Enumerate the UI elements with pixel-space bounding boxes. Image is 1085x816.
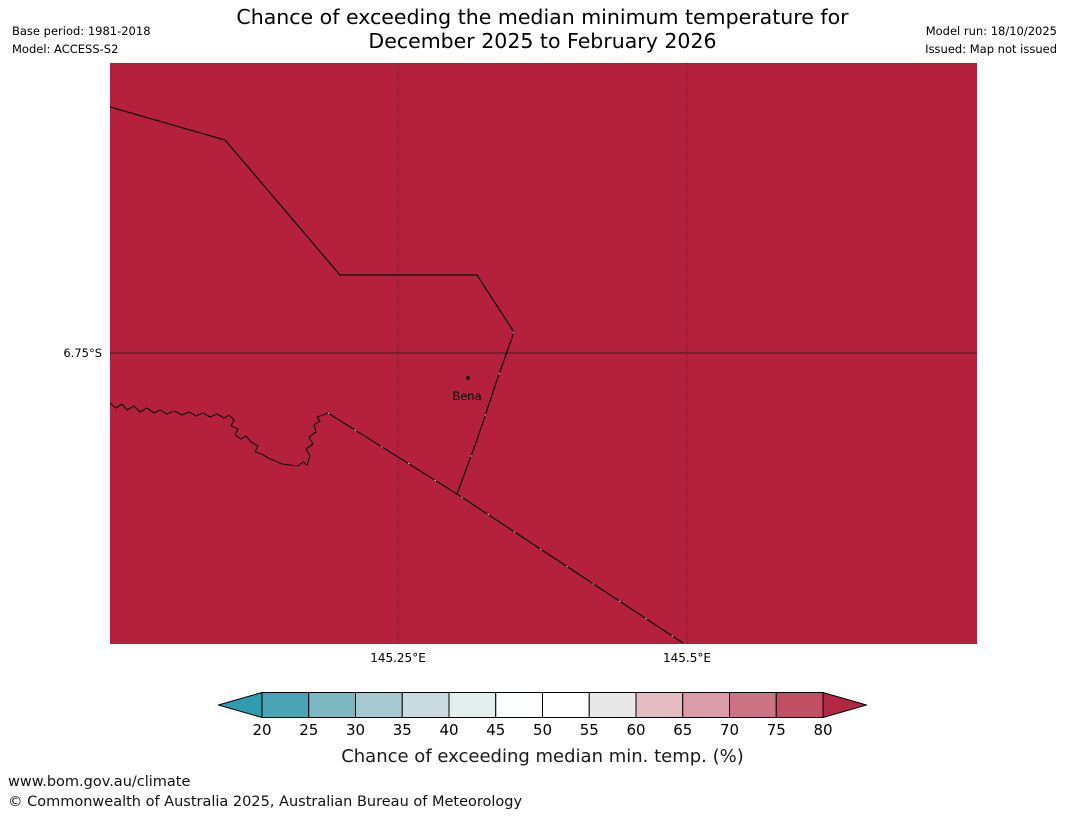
colorbar-tick-label: 75 [766, 721, 786, 739]
colorbar-tick-label: 60 [626, 721, 646, 739]
footer-url: www.bom.gov.au/climate [8, 774, 191, 790]
model-run-text: Model run: 18/10/2025 [925, 24, 1057, 38]
colorbar-segment [635, 692, 684, 718]
colorbar-svg [216, 691, 869, 719]
colorbar-segment [542, 692, 590, 718]
boundary-line-upper [109, 106, 515, 333]
colorbar-segment [355, 692, 403, 718]
colorbar-tick-label: 30 [345, 721, 366, 739]
place-marker-dot [466, 376, 470, 380]
map-fill [110, 63, 977, 644]
base-period-block: Base period: 1981-2018 Model: ACCESS-S2 [12, 22, 151, 58]
lon-axis-label-145-25: 145.25°E [370, 651, 426, 665]
footer-copyright: © Commonwealth of Australia 2025, Austra… [8, 794, 523, 810]
river-boundary-line [109, 402, 329, 467]
map-svg: Bena [109, 63, 977, 644]
issued-text: Issued: Map not issued [925, 42, 1057, 56]
colorbar-tick-label: 50 [532, 721, 553, 739]
colorbar-segment [775, 692, 824, 718]
title-line-2: December 2025 to February 2026 [368, 28, 717, 53]
page-title: Chance of exceeding the median minimum t… [0, 5, 1085, 53]
colorbar-segment [308, 692, 356, 718]
colorbar-tick-label: 80 [813, 721, 833, 739]
map-canvas: Bena [109, 63, 977, 644]
colorbar-segment [682, 692, 730, 718]
colorbar-tick-label: 45 [486, 721, 506, 739]
colorbar [216, 691, 869, 719]
colorbar-segment [495, 692, 543, 718]
base-period-text: Base period: 1981-2018 [12, 24, 151, 38]
colorbar-tick-label: 40 [439, 721, 459, 739]
colorbar-tick-label: 25 [299, 721, 319, 739]
colorbar-segment [448, 692, 497, 718]
colorbar-segment [729, 692, 777, 718]
title-line-1: Chance of exceeding the median minimum t… [236, 5, 849, 29]
colorbar-tick-row: 20 25 30 35 40 45 50 55 60 65 70 75 80 [218, 721, 867, 741]
colorbar-right-arrow [822, 691, 869, 719]
lon-axis-label-145-5: 145.5°E [663, 651, 711, 665]
colorbar-label: Chance of exceeding median min. temp. (%… [341, 746, 744, 767]
colorbar-tick-label: 70 [719, 721, 740, 739]
colorbar-segment [261, 692, 310, 718]
colorbar-tick-label: 20 [252, 721, 272, 739]
boundary-line-corner-to-junction [456, 331, 515, 495]
boundary-line-diagonal [327, 412, 684, 644]
colorbar-segment [588, 692, 637, 718]
colorbar-segment [401, 692, 450, 718]
colorbar-left-arrow [216, 691, 263, 719]
place-label: Bena [452, 389, 481, 403]
colorbar-tick-label: 55 [579, 721, 599, 739]
lat-axis-label: 6.75°S [63, 346, 102, 360]
colorbar-tick-label: 35 [392, 721, 412, 739]
colorbar-tick-label: 65 [673, 721, 693, 739]
model-text: Model: ACCESS-S2 [12, 42, 119, 56]
model-run-block: Model run: 18/10/2025 Issued: Map not is… [925, 22, 1057, 58]
